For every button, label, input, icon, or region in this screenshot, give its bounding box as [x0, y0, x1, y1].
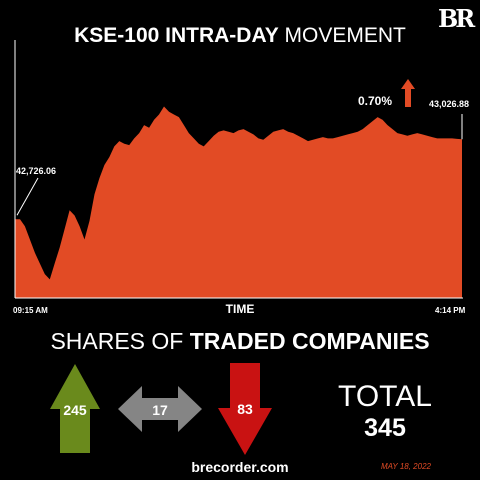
shares-title: SHARES OF TRADED COMPANIES: [0, 328, 480, 355]
total-label: TOTAL: [338, 380, 432, 413]
price-area: [15, 106, 462, 298]
start-leader-line: [16, 177, 39, 216]
up-arrow-icon: [401, 79, 415, 107]
unchanged-double-arrow-icon: 17: [118, 386, 202, 432]
x-tick-start: 09:15 AM: [13, 306, 48, 315]
chart-title-bold: KSE-100 INTRA-DAY: [74, 24, 279, 47]
chart-title: KSE-100 INTRA-DAY MOVEMENT: [0, 24, 480, 48]
report-date: MAY 18, 2022: [381, 462, 431, 471]
chart-title-light: MOVEMENT: [284, 24, 406, 47]
advancers-count: 245: [63, 402, 87, 418]
change-percent: 0.70%: [358, 94, 393, 108]
shares-title-bold: TRADED COMPANIES: [189, 328, 430, 354]
end-value-label: 43,026.88: [429, 99, 470, 109]
br-logo: BR: [438, 4, 475, 33]
decliners-count: 83: [237, 401, 253, 417]
advancers-up-arrow-icon: 245: [50, 364, 100, 453]
total-value: 345: [364, 414, 406, 442]
shares-title-light: SHARES OF: [50, 328, 184, 354]
x-axis-label: TIME: [225, 302, 255, 316]
x-tick-end: 4:14 PM: [435, 306, 466, 315]
decliners-down-arrow-icon: 83: [218, 363, 272, 455]
start-value-label: 42,726.06: [16, 166, 57, 176]
site-url: brecorder.com: [191, 459, 289, 475]
unchanged-count: 17: [152, 402, 168, 418]
